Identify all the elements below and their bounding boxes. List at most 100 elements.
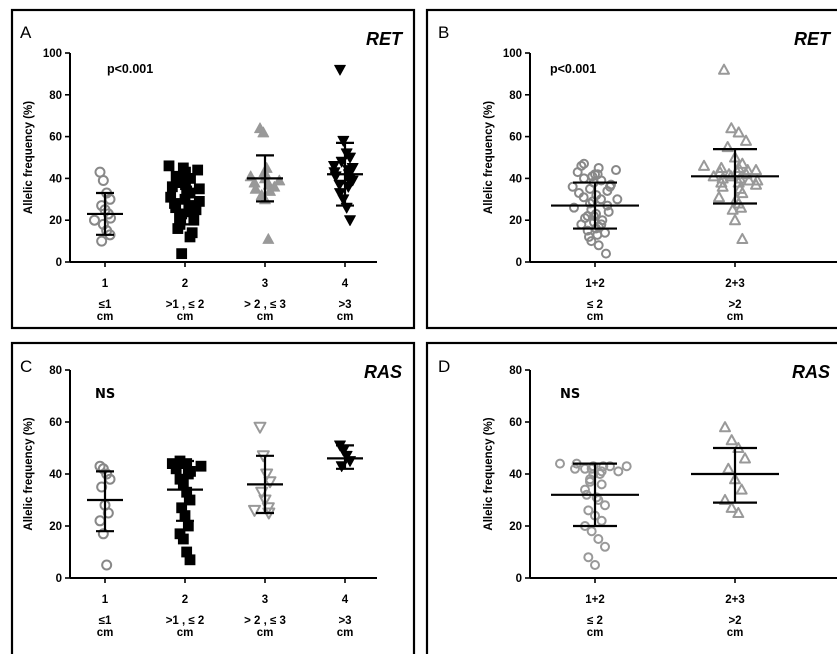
size-label: >2: [728, 299, 741, 311]
data-point: [725, 434, 738, 446]
data-point: [97, 174, 109, 186]
data-point: [586, 236, 597, 247]
panel-b: B RET p<0.001 0 20 40 60 80 100 Allelic frequency…: [425, 8, 837, 330]
data-point: [572, 167, 583, 178]
data-point: [346, 163, 359, 174]
category-group: 2+3 >2cm: [691, 63, 779, 323]
x-tick-label: 2: [182, 278, 188, 290]
x-tick-label: 4: [342, 278, 349, 290]
data-point: [719, 421, 731, 433]
gene-label: RAS: [792, 362, 830, 382]
data-point: [613, 466, 624, 477]
data-point: [268, 180, 281, 192]
panel-letter: B: [438, 23, 449, 42]
size-label: >3: [338, 299, 351, 311]
y-tick-label: 80: [509, 365, 522, 377]
data-point: [580, 484, 590, 495]
data-point: [590, 560, 600, 570]
panel-frame: [425, 341, 837, 654]
x-tick-label: 2+3: [725, 594, 745, 606]
y-axis-label: Allelic frequency (%): [483, 101, 495, 214]
data-point: [253, 421, 267, 434]
size-label: >1 , ≤ 2: [166, 615, 205, 627]
data-point: [96, 235, 108, 247]
data-point: [600, 541, 610, 552]
panel-a: A RET p<0.001 0 20 40 60 80 100 Allelic frequency…: [10, 8, 416, 330]
data-point: [740, 134, 752, 146]
data-point: [732, 506, 745, 519]
data-point: [177, 533, 189, 545]
category-group: 1 ≤1cm: [87, 460, 123, 639]
data-point: [193, 183, 205, 195]
data-point: [555, 458, 565, 469]
category-group: 3 > 2 , ≤ 3cm: [244, 421, 286, 639]
data-point: [249, 182, 262, 194]
data-point: [605, 461, 615, 472]
y-tick-label: 100: [503, 48, 522, 60]
data-point: [96, 481, 108, 493]
data-point: [101, 559, 113, 571]
data-point: [583, 505, 594, 516]
data-point: [94, 515, 106, 527]
size-label: >1 , ≤ 2: [166, 299, 205, 311]
data-point: [262, 233, 275, 244]
data-point: [598, 461, 609, 472]
x-tick-label: 3: [262, 278, 268, 290]
data-point: [192, 164, 204, 176]
data-point: [736, 232, 749, 245]
size-label: > 2 , ≤ 3: [244, 615, 286, 627]
y-tick-label: 0: [56, 573, 62, 585]
data-point: [698, 159, 710, 171]
data-point: [719, 493, 731, 506]
data-point: [334, 188, 346, 199]
data-point: [170, 202, 182, 214]
data-point: [725, 501, 738, 513]
data-point: [743, 174, 755, 186]
data-point: [176, 248, 188, 260]
size-unit-label: cm: [587, 627, 604, 639]
data-point: [713, 191, 725, 203]
y-tick-label: 100: [43, 48, 62, 60]
data-point: [344, 215, 356, 227]
data-point: [611, 165, 621, 176]
data-point: [603, 206, 614, 217]
data-point: [578, 192, 589, 203]
data-point: [337, 135, 350, 147]
data-point: [596, 515, 607, 526]
y-tick-label: 80: [49, 90, 62, 102]
x-tick-label: 2+3: [725, 278, 745, 290]
y-axis-label: Allelic frequency (%): [483, 417, 495, 530]
x-tick-label: 4: [342, 594, 349, 606]
size-unit-label: cm: [97, 311, 114, 323]
y-tick-label: 40: [509, 173, 522, 185]
gene-label: RET: [366, 29, 404, 49]
data-point: [729, 214, 741, 226]
gene-label: RAS: [364, 362, 402, 382]
data-point: [257, 126, 270, 138]
data-point: [195, 460, 207, 472]
y-tick-label: 40: [49, 469, 62, 481]
panel-letter: C: [20, 357, 32, 376]
data-point: [89, 214, 100, 226]
data-point: [344, 177, 357, 189]
size-unit-label: cm: [337, 627, 354, 639]
size-label: > 2 , ≤ 3: [244, 299, 286, 311]
x-tick-label: 2: [182, 594, 188, 606]
data-point: [102, 507, 114, 519]
data-point: [333, 179, 346, 191]
size-unit-label: cm: [727, 311, 744, 323]
y-tick-label: 0: [56, 257, 62, 269]
data-point: [184, 554, 196, 566]
y-axis-label: Allelic frequency (%): [23, 417, 35, 530]
data-point: [612, 194, 623, 205]
data-point: [593, 534, 604, 544]
data-point: [592, 169, 603, 180]
y-tick-label: 40: [509, 469, 522, 481]
data-point: [739, 452, 751, 464]
y-tick-label: 20: [49, 215, 62, 227]
data-point: [735, 483, 748, 495]
gene-label: RET: [794, 29, 832, 49]
data-point: [722, 462, 735, 474]
panel-frame: [10, 341, 416, 654]
category-group: 1+2 ≤ 2cm: [551, 158, 639, 323]
